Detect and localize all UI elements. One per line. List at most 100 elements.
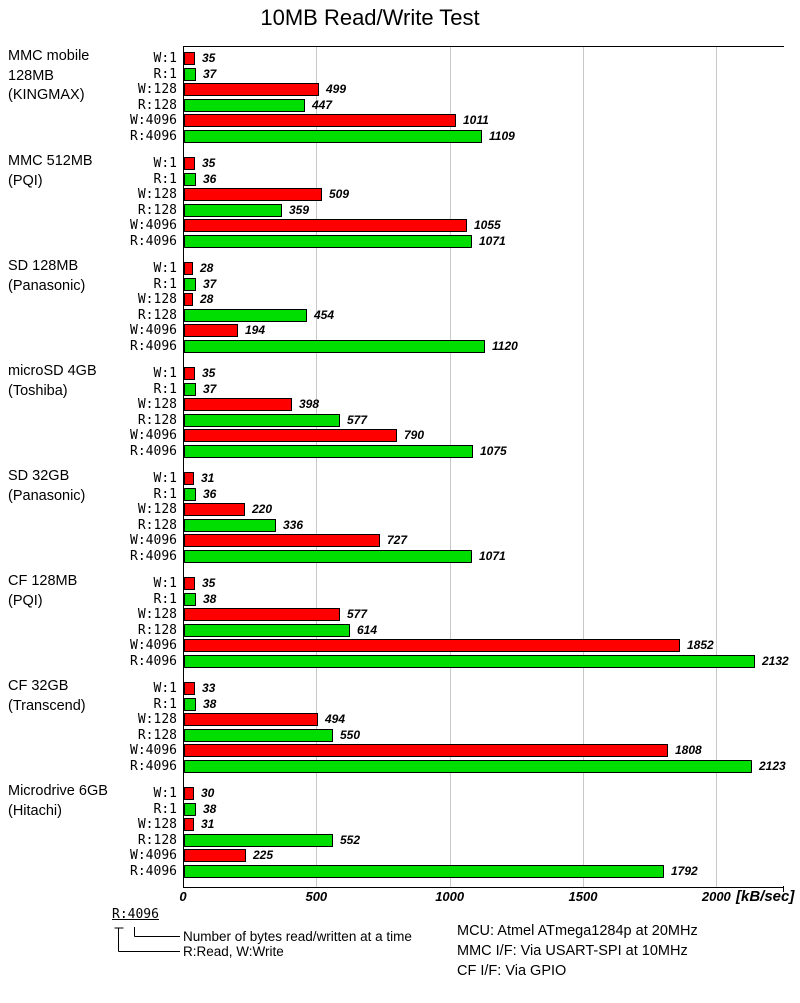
bar-row-label: R:1 bbox=[153, 276, 177, 292]
bar-read bbox=[184, 728, 333, 742]
bar-read bbox=[184, 655, 755, 668]
bar-write bbox=[184, 818, 194, 832]
bar-row: W:4096 790 bbox=[130, 428, 784, 444]
bar-row: W:4096 225 bbox=[130, 848, 784, 864]
bar-row-label: R:128 bbox=[137, 307, 177, 323]
x-tick-label: 0 bbox=[179, 889, 187, 904]
x-tick-label: 1000 bbox=[435, 889, 465, 904]
bar-row-label: R:4096 bbox=[130, 549, 177, 564]
bar-row-label: R:4096 bbox=[130, 339, 177, 354]
bar-row: W:128 31 bbox=[138, 817, 784, 833]
device-label-line: (KINGMAX) bbox=[8, 87, 85, 103]
device-label: Microdrive 6GB (Hitachi) bbox=[8, 782, 108, 821]
bar-value: 31 bbox=[201, 471, 215, 485]
device-label-line: (Transcend) bbox=[8, 697, 86, 714]
device-label-line: (PQI) bbox=[8, 592, 43, 609]
bar-value: 577 bbox=[347, 607, 368, 622]
bar-value: 336 bbox=[283, 517, 304, 532]
x-tick-label: 2000 bbox=[701, 889, 731, 904]
bar-value: 447 bbox=[312, 97, 333, 112]
bar-value: 194 bbox=[245, 323, 266, 338]
bar-write bbox=[184, 503, 245, 517]
bar-write bbox=[184, 472, 194, 485]
device-label-line: 128MB bbox=[8, 67, 54, 84]
bar-value: 35 bbox=[202, 51, 216, 65]
bar-value: 35 bbox=[202, 156, 216, 170]
bar-row: R:4096 1120 bbox=[130, 339, 784, 355]
bar-write bbox=[184, 787, 194, 800]
bar-row-label: W:4096 bbox=[130, 638, 177, 654]
bar-write bbox=[184, 744, 668, 758]
bar-row-label: R:128 bbox=[137, 412, 177, 428]
bar-row: W:4096 1055 bbox=[130, 218, 784, 234]
bar-row: W:1 35 bbox=[154, 156, 784, 172]
bar-write bbox=[184, 83, 319, 97]
bar-read bbox=[184, 340, 485, 353]
bar-value: 35 bbox=[202, 576, 216, 590]
bar-row-label: R:1 bbox=[153, 696, 177, 712]
bar-write bbox=[184, 577, 195, 590]
bar-value: 1071 bbox=[479, 549, 506, 563]
bar-row-label: W:4096 bbox=[130, 218, 177, 234]
bar-row: R:1 36 bbox=[154, 172, 784, 188]
x-tick-label: 1500 bbox=[568, 889, 598, 904]
device-label-line: microSD 4GB bbox=[8, 363, 97, 379]
bar-row-label: W:1 bbox=[153, 576, 177, 591]
bar-row-label: W:4096 bbox=[130, 323, 177, 339]
bar-row: W:1 35 bbox=[154, 51, 784, 67]
bar-value: 1055 bbox=[474, 218, 501, 233]
bar-value: 38 bbox=[203, 696, 217, 711]
bar-row: W:4096 1852 bbox=[130, 638, 784, 654]
device-label: SD 32GB (Panasonic) bbox=[8, 467, 85, 506]
bar-row: W:4096 194 bbox=[130, 323, 784, 339]
bar-read bbox=[184, 487, 196, 501]
bar-value: 1808 bbox=[675, 743, 702, 758]
bar-row: R:128 577 bbox=[138, 413, 784, 429]
bar-value: 35 bbox=[202, 366, 216, 380]
bar-row: W:128 494 bbox=[138, 712, 784, 728]
bar-row-label: R:4096 bbox=[130, 234, 177, 249]
bar-value: 1120 bbox=[492, 339, 518, 353]
gridline bbox=[583, 47, 584, 887]
bar-row: W:1 30 bbox=[154, 786, 784, 802]
bar-value: 2132 bbox=[762, 654, 789, 668]
legend-connector-lines bbox=[114, 927, 180, 952]
bar-read bbox=[184, 172, 196, 186]
bar-row-label: R:1 bbox=[153, 381, 177, 397]
bar-write bbox=[184, 188, 322, 202]
bar-row: W:128 28 bbox=[138, 292, 784, 308]
bar-row-label: R:128 bbox=[137, 622, 177, 638]
bar-row: R:1 38 bbox=[154, 802, 784, 818]
axis-right-tick bbox=[783, 886, 784, 892]
bar-write bbox=[184, 534, 380, 548]
device-label: microSD 4GB (Toshiba) bbox=[8, 362, 97, 401]
bar-row-label: R:1 bbox=[153, 66, 177, 82]
bar-row-label: R:4096 bbox=[130, 129, 177, 144]
bar-row-label: W:128 bbox=[137, 712, 177, 728]
legend-note-read-write: R:Read, W:Write bbox=[183, 944, 284, 959]
bar-write bbox=[184, 367, 195, 380]
bar-row: W:1 35 bbox=[154, 576, 784, 592]
bar-value: 550 bbox=[340, 727, 361, 742]
bar-read bbox=[184, 445, 473, 458]
bar-read bbox=[184, 865, 664, 878]
bar-row-label: W:1 bbox=[153, 471, 177, 486]
bar-row-label: W:128 bbox=[137, 817, 177, 833]
bar-read bbox=[184, 697, 196, 711]
device-label: MMC mobile 128MB (KINGMAX) bbox=[8, 47, 89, 106]
bar-read bbox=[184, 413, 340, 427]
bar-read bbox=[184, 592, 196, 606]
bar-value: 37 bbox=[203, 381, 217, 396]
bar-read bbox=[184, 130, 482, 143]
bar-value: 494 bbox=[325, 712, 346, 727]
device-label-line: (Hitachi) bbox=[8, 802, 62, 819]
bar-row-label: W:128 bbox=[137, 607, 177, 623]
bar-row: W:4096 1011 bbox=[130, 113, 784, 129]
bar-row-label: R:128 bbox=[137, 727, 177, 743]
device-label: MMC 512MB (PQI) bbox=[8, 152, 93, 191]
bar-write bbox=[184, 324, 238, 338]
bar-value: 37 bbox=[203, 276, 217, 291]
bar-row-label: W:1 bbox=[153, 261, 177, 276]
bar-read bbox=[184, 518, 276, 532]
